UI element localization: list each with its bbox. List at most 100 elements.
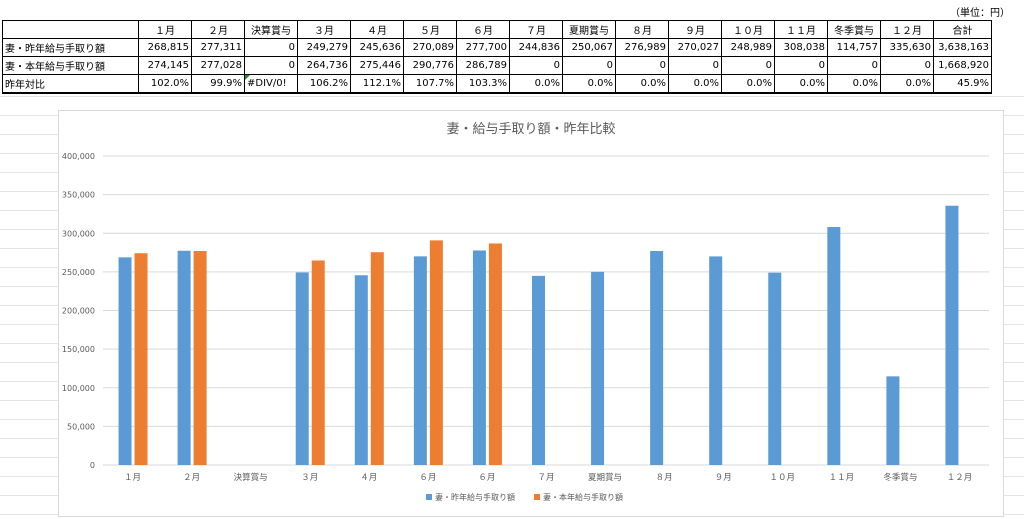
bar-last-year	[177, 250, 191, 465]
x-tick-label: １１月	[829, 473, 855, 483]
column-header[interactable]	[2, 20, 139, 39]
y-tick-label: 300,000	[62, 229, 95, 238]
column-header[interactable]: １月	[138, 20, 192, 39]
table-cell[interactable]: 276,989	[615, 38, 669, 57]
table-cell[interactable]: 248,989	[721, 38, 775, 57]
table-cell[interactable]: 0	[774, 56, 828, 75]
table-cell[interactable]: 335,630	[880, 38, 934, 57]
table-row: 妻・昨年給与手取り額 268,815 277,311 0 249,279 245,636 2…	[2, 38, 992, 57]
table-cell[interactable]: #DIV/0!	[244, 74, 298, 94]
table-cell[interactable]: 0	[509, 56, 563, 75]
table-cell[interactable]: 106.2%	[297, 74, 351, 94]
bar-last-year	[354, 275, 368, 465]
column-header[interactable]: 夏期賞与	[562, 20, 616, 39]
bar-last-year	[118, 257, 132, 465]
table-cell[interactable]: 277,311	[191, 38, 245, 57]
table-cell[interactable]: 0	[244, 56, 298, 75]
bar-last-year	[945, 205, 959, 465]
row-label[interactable]: 妻・昨年給与手取り額	[2, 38, 139, 57]
column-header[interactable]: ８月	[615, 20, 669, 39]
y-tick-label: 150,000	[62, 345, 95, 354]
column-header[interactable]: ５月	[403, 20, 457, 39]
table-cell[interactable]: 0.0%	[668, 74, 722, 94]
y-tick-label: 350,000	[62, 191, 95, 200]
table-cell[interactable]: 0.0%	[721, 74, 775, 94]
column-header[interactable]: ３月	[297, 20, 351, 39]
table-cell[interactable]: 0	[668, 56, 722, 75]
bar-this-year	[488, 243, 502, 465]
table-cell[interactable]: 290,776	[403, 56, 457, 75]
table-cell[interactable]: 103.3%	[456, 74, 510, 94]
bar-last-year	[413, 256, 427, 465]
y-tick-label: 200,000	[62, 307, 95, 316]
x-tick-label: 冬季賞与	[883, 472, 917, 483]
column-header[interactable]: ６月	[456, 20, 510, 39]
table-cell[interactable]: 270,089	[403, 38, 457, 57]
table-cell[interactable]: 286,789	[456, 56, 510, 75]
column-header[interactable]: ９月	[668, 20, 722, 39]
table-cell[interactable]: 1,668,920	[933, 56, 992, 75]
column-header[interactable]: １１月	[774, 20, 828, 39]
column-header[interactable]: 決算賞与	[244, 20, 298, 39]
table-cell[interactable]: 277,700	[456, 38, 510, 57]
x-tick-label: １２月	[947, 473, 973, 483]
x-tick-label: ３月	[301, 473, 318, 483]
table-cell[interactable]: 249,279	[297, 38, 351, 57]
table-cell[interactable]: 107.7%	[403, 74, 457, 94]
table-cell[interactable]: 0.0%	[827, 74, 881, 94]
table-cell[interactable]: 250,067	[562, 38, 616, 57]
bar-last-year	[709, 256, 723, 465]
table-cell[interactable]: 0	[827, 56, 881, 75]
table-cell[interactable]: 0	[244, 38, 298, 57]
table-cell[interactable]: 3,638,163	[933, 38, 992, 57]
table-cell[interactable]: 264,736	[297, 56, 351, 75]
x-tick-label: １月	[124, 473, 141, 483]
x-tick-label: 決算賞与	[234, 472, 268, 483]
table-cell[interactable]: 0.0%	[880, 74, 934, 94]
column-header[interactable]: 冬季賞与	[827, 20, 881, 39]
table-cell[interactable]: 268,815	[138, 38, 192, 57]
legend-label: 妻・昨年給与手取り額	[435, 492, 515, 502]
column-header[interactable]: ２月	[191, 20, 245, 39]
table-cell[interactable]: 0.0%	[774, 74, 828, 94]
row-label[interactable]: 妻・本年給与手取り額	[2, 56, 139, 75]
table-cell[interactable]: 0.0%	[615, 74, 669, 94]
x-tick-label: ８月	[656, 473, 673, 483]
y-tick-label: 50,000	[67, 422, 95, 431]
row-label[interactable]: 昨年対比	[2, 74, 139, 94]
column-header[interactable]: 合計	[933, 20, 992, 39]
table-cell[interactable]: 0	[721, 56, 775, 75]
table-cell[interactable]: 0	[880, 56, 934, 75]
table-cell[interactable]: 112.1%	[350, 74, 404, 94]
y-tick-label: 100,000	[62, 384, 95, 393]
chart-title: 妻・給与手取り額・昨年比較	[446, 122, 615, 137]
table-cell[interactable]: 308,038	[774, 38, 828, 57]
column-header[interactable]: ４月	[350, 20, 404, 39]
table-cell[interactable]: 102.0%	[138, 74, 192, 94]
table-cell[interactable]: 45.9%	[933, 74, 992, 94]
column-header[interactable]: １０月	[721, 20, 775, 39]
table-cell[interactable]: 0	[615, 56, 669, 75]
column-header[interactable]: ７月	[509, 20, 563, 39]
table-cell[interactable]: 277,028	[191, 56, 245, 75]
table-row: 妻・本年給与手取り額 274,145 277,028 0 264,736 275,446 2…	[2, 56, 992, 75]
table-cell[interactable]: 0.0%	[562, 74, 616, 94]
table-cell[interactable]: 0.0%	[509, 74, 563, 94]
column-header[interactable]: １２月	[880, 20, 934, 39]
table-cell[interactable]: 245,636	[350, 38, 404, 57]
bar-last-year	[591, 271, 605, 465]
x-tick-label: １０月	[770, 473, 796, 483]
table-cell[interactable]: 275,446	[350, 56, 404, 75]
x-tick-label: ９月	[715, 473, 732, 483]
bar-this-year	[134, 253, 148, 465]
table-cell[interactable]: 270,027	[668, 38, 722, 57]
chart-area: 妻・給与手取り額・昨年比較 0 50,000 100,000 150,000 200,00…	[58, 110, 1004, 517]
bar-this-year	[311, 260, 325, 465]
table-cell[interactable]: 274,145	[138, 56, 192, 75]
table-cell[interactable]: 0	[562, 56, 616, 75]
x-tick-label: ２月	[183, 473, 200, 483]
table-cell[interactable]: 114,757	[827, 38, 881, 57]
table-cell[interactable]: 99.9%	[191, 74, 245, 94]
table-cell[interactable]: 244,836	[509, 38, 563, 57]
bar-last-year	[650, 251, 664, 465]
